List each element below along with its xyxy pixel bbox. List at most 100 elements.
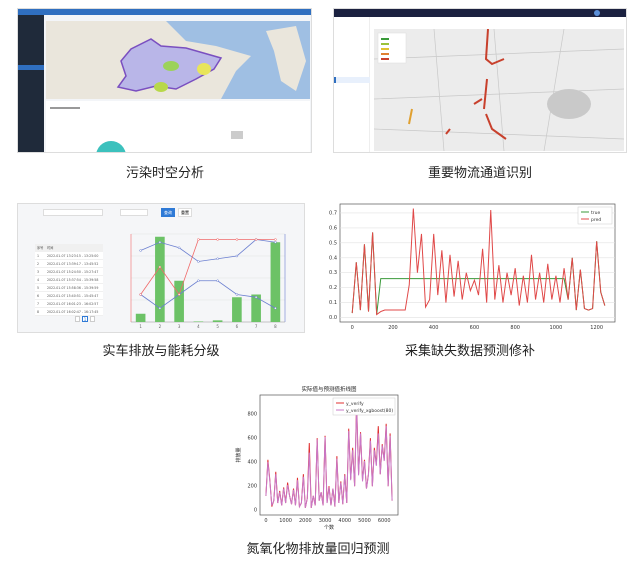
data-point [235,238,239,241]
data-point [216,279,219,282]
y-tick-label: 0.0 [329,315,337,321]
data-point [177,246,181,249]
logistics-corridor-screenshot [333,8,627,153]
reset-button[interactable]: 重置 [178,208,192,217]
sidebar [334,17,370,152]
peninsula [266,26,306,91]
map[interactable] [46,21,310,99]
section-title-bar [50,107,80,109]
row-time: 2022-01-07 13:39:17 - 13:45:52 [47,262,99,266]
x-tick-label: 3000 [319,518,332,524]
sidebar-item-active[interactable] [18,65,44,70]
y-tick-label: 0.4 [329,255,337,261]
y-tick-label: 400 [247,460,257,466]
row-index: 2 [37,262,40,266]
bar [270,242,281,322]
query-button[interactable]: 查询 [161,208,175,217]
data-point [158,241,162,244]
row-index: 3 [37,270,40,274]
legend-label: pred [591,217,601,223]
x-tick-label: 0 [264,518,267,524]
table-row[interactable]: 7 2022-01-07 16:01:23 - 16:02:57 [35,300,103,308]
x-tick-label: 5000 [358,518,371,524]
pagination-prev[interactable] [75,316,80,322]
row-time: 2022-01-07 16:01:23 - 16:02:57 [47,302,99,306]
table-row[interactable]: 8 2022-01-07 16:02:47 - 16:17:45 [35,308,103,316]
table-row[interactable]: 6 2022-01-07 15:40:51 - 15:45:47 [35,292,103,300]
row-index: 1 [37,254,40,258]
x-tick-label: 1 [139,324,142,329]
stats-svg [50,107,243,152]
series-line [140,239,276,262]
app-header [18,9,311,15]
chart-title: 实际值与预测值折线图 [301,385,357,393]
data-point [216,257,219,260]
y-tick-label: 0.2 [329,285,337,291]
pagination-next[interactable] [90,316,95,322]
hotspot [197,63,211,75]
y-tick-label: 0.3 [329,270,337,276]
x-tick-label: 2 [159,324,162,329]
data-point [177,293,181,296]
data-point [197,260,200,263]
x-tick-label: 8 [274,324,277,329]
pollution-analysis-screenshot [17,8,312,153]
row-index: 7 [37,302,40,306]
heatmap-svg [116,21,310,99]
row-time: 2022-01-07 15:37:54 - 15:39:58 [47,278,99,282]
route-map-svg [373,28,625,152]
pagination-page[interactable]: 1 [82,316,88,322]
data-point [274,307,277,310]
data-point [254,296,258,299]
city-area [547,89,591,119]
date-range-input[interactable] [43,209,103,216]
row-time: 2022-01-07 15:24:50 - 15:27:47 [47,270,99,274]
y-tick-label: 0.1 [329,300,337,306]
data-point [158,307,162,310]
x-tick-label: 400 [429,325,439,331]
series-line-true [351,232,606,315]
caption-nox: 氮氧化物排放量回归预测 [246,542,390,557]
x-tick-label: 7 [255,324,258,329]
user-avatar[interactable] [594,10,600,16]
series-line [140,280,276,309]
table-header: 序号 时间 [35,244,103,252]
legend-box [332,397,396,416]
table-row[interactable]: 3 2022-01-07 15:24:50 - 15:27:47 [35,268,103,276]
data-point [216,238,219,241]
table-row[interactable]: 5 2022-01-07 15:58:36 - 15:39:59 [35,284,103,292]
table-row[interactable]: 4 2022-01-07 15:37:54 - 15:39:58 [35,276,103,284]
x-tick-label: 600 [470,325,480,331]
y-axis-label: 排放量 [235,447,242,462]
bar [174,280,184,322]
data-point [274,241,277,244]
data-point [139,249,142,252]
table-row[interactable]: 1 2022-01-07 13:23:15 - 13:25:00 [35,252,103,260]
nox-regression-chart: 0 200 400 600 800 0 1000 2000 3000 4000 5000 6000 y_… [232,383,404,531]
vehicle-select[interactable] [120,209,148,216]
x-tick-label: 800 [510,325,520,331]
series-line-y-verify-xgboost-80- [265,406,393,509]
y-tick-label: 800 [247,412,257,418]
freight-routes [408,28,507,140]
sidebar-item-active[interactable] [334,77,370,83]
data-point [158,265,162,269]
series-line [140,239,276,296]
y-tick-label: 200 [247,484,257,490]
legend-box [577,206,613,225]
grading-chart: 1 2 3 4 5 6 7 8 [130,233,286,329]
table-row[interactable]: 2 2022-01-07 13:39:17 - 13:45:52 [35,260,103,268]
route-map[interactable] [373,28,625,152]
x-tick-label: 0 [351,325,354,331]
bar [232,297,242,322]
x-tick-label: 200 [388,325,398,331]
x-tick-label: 4 [197,324,200,329]
caption-emission-grading: 实车排放与能耗分级 [102,344,220,359]
caption-repair: 采集缺失数据预测修补 [404,344,535,359]
x-tick-label: 1000 [550,325,563,331]
caption-pollution: 污染时空分析 [125,166,204,181]
y-tick-label: 600 [247,436,257,442]
pie-chart [96,141,126,152]
x-tick-label: 1200 [590,325,603,331]
